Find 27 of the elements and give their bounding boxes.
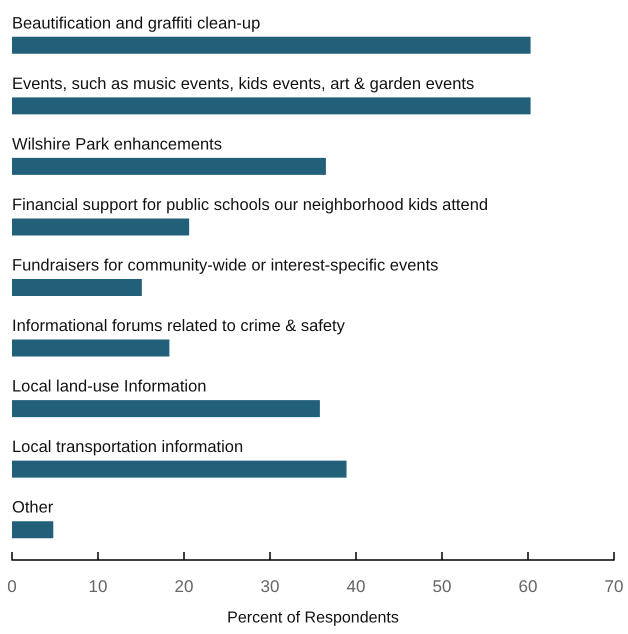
x-tick-label: 10 [88,577,108,596]
bar [12,340,170,357]
x-tick-label: 30 [260,577,280,596]
y-tick-label: Local transportation information [12,438,244,456]
y-tick-label: Beautification and graffiti clean-up [12,14,260,32]
bar [12,158,326,175]
bar [12,36,531,54]
x-tick-label: 0 [7,577,17,596]
bar [12,521,54,538]
y-tick-label: Fundraisers for community-wide or interest-specific events [12,256,438,274]
y-tick-label: Other [12,498,54,517]
bar [12,218,190,236]
x-tick-label: 70 [604,577,624,596]
y-tick-label: Events, such as music events, kids events, art & garden events [12,74,474,93]
x-tick-label: 50 [432,577,452,596]
bar [12,97,531,114]
bar [12,400,320,418]
x-tick-label: 20 [174,577,194,596]
x-tick-label: 40 [346,577,366,596]
bar [12,460,347,478]
y-tick-label: Local land-use Information [12,378,206,396]
y-tick-label: Financial support for public schools our neighborhood kids attend [12,196,488,214]
bar [12,279,142,296]
x-tick-label: 60 [518,577,538,596]
y-tick-label: Wilshire Park enhancements [12,135,222,154]
y-tick-label: Informational forums related to crime & safety [12,317,346,336]
x-axis-title: Percent of Respondents [227,610,399,626]
